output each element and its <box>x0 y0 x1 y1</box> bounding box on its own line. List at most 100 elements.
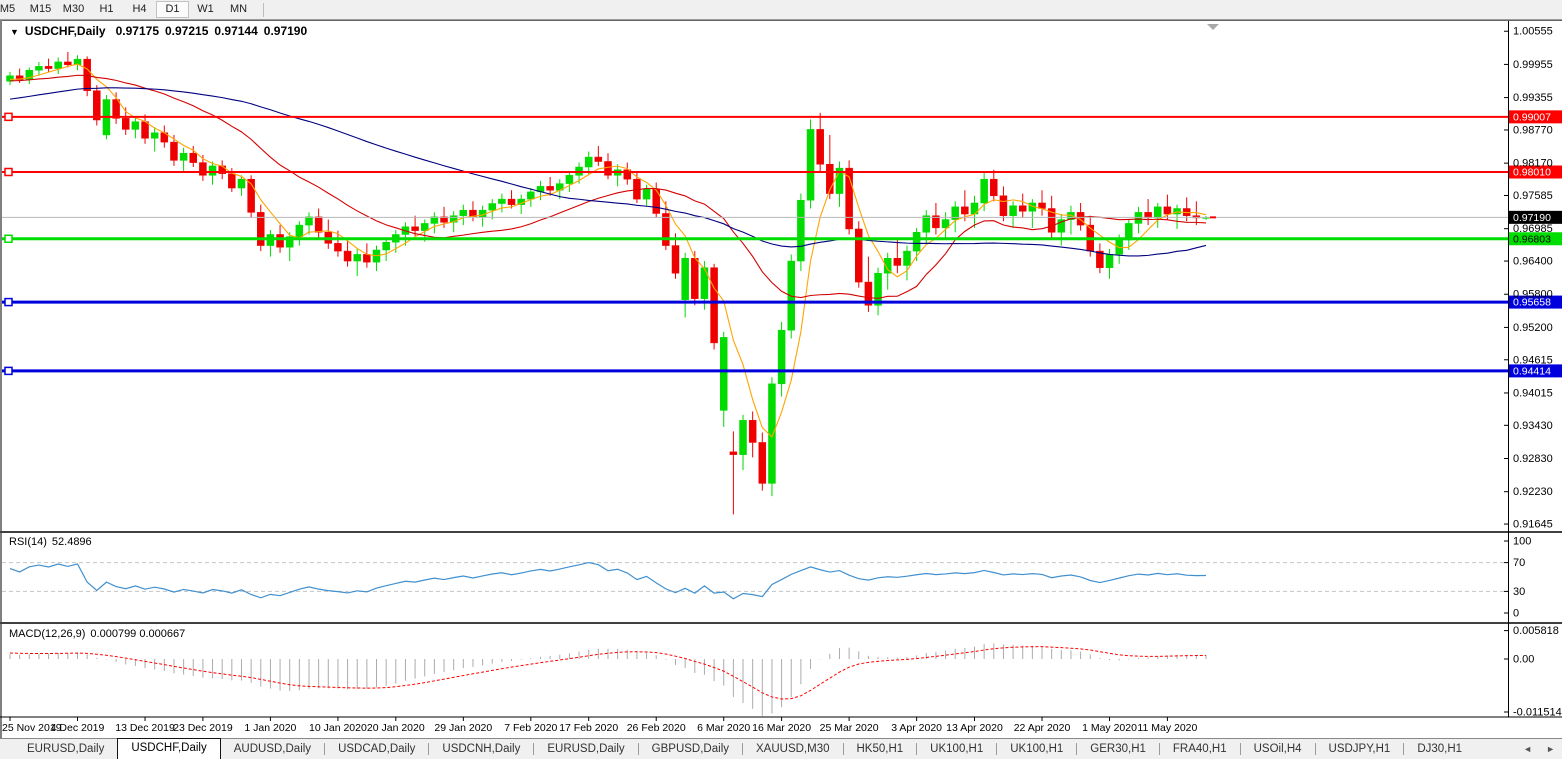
svg-text:1.00555: 1.00555 <box>1513 26 1553 38</box>
timeframe-button-h4[interactable]: H4 <box>132 3 147 15</box>
svg-text:1 Jan 2020: 1 Jan 2020 <box>244 722 296 734</box>
svg-text:10 Jan 2020: 10 Jan 2020 <box>309 722 367 734</box>
tab-separator <box>324 743 326 755</box>
symbol-name: USDCHF,Daily <box>24 24 106 38</box>
svg-text:0.99955: 0.99955 <box>1513 59 1553 71</box>
svg-text:0.91645: 0.91645 <box>1513 519 1553 531</box>
svg-text:0.99007: 0.99007 <box>1513 111 1551 123</box>
timeframe-button-m30[interactable]: M30 <box>62 3 85 15</box>
svg-text:17 Feb 2020: 17 Feb 2020 <box>559 722 618 734</box>
svg-text:25 Mar 2020: 25 Mar 2020 <box>820 722 879 734</box>
hline-handle-0.95658[interactable] <box>4 297 13 307</box>
price-badge-0.98010 <box>1509 165 1562 179</box>
quote-close: 0.97190 <box>263 24 308 38</box>
svg-text:70: 70 <box>1513 557 1525 569</box>
svg-text:13 Apr 2020: 13 Apr 2020 <box>946 722 1003 734</box>
svg-text:0.00: 0.00 <box>1513 654 1534 666</box>
hline-handle-0.98010[interactable] <box>4 167 13 177</box>
svg-text:16 Mar 2020: 16 Mar 2020 <box>752 722 811 734</box>
timeframe-button-w1[interactable]: W1 <box>197 3 214 15</box>
tab-separator <box>637 743 639 755</box>
chart-tab-hk50-h1[interactable]: HK50,H1 <box>856 743 904 755</box>
svg-text:22 Apr 2020: 22 Apr 2020 <box>1014 722 1071 734</box>
moving-average-20 <box>9 74 1207 299</box>
svg-text:23 Dec 2019: 23 Dec 2019 <box>173 722 233 734</box>
chart-tab-eurusd-daily[interactable]: EURUSD,Daily <box>27 743 105 755</box>
rsi-indicator-label: RSI(14) 52.4896 <box>9 536 97 548</box>
svg-text:0.98010: 0.98010 <box>1513 166 1551 178</box>
svg-text:0: 0 <box>1513 608 1519 620</box>
price-axis[interactable]: 1.00555 0.99955 0.99355 0.98770 0.98170 0.975… <box>1504 21 1562 719</box>
chart-tab-uk100-h1[interactable]: UK100,H1 <box>930 743 984 755</box>
tabs-scroll-left-button[interactable]: ◄ <box>1523 744 1533 754</box>
chart-canvas[interactable]: 0.99007 0.98010 0.96803 0.95658 0.94414 0.971… <box>0 0 1562 738</box>
svg-text:0.94615: 0.94615 <box>1513 354 1553 366</box>
tab-separator <box>1076 743 1078 755</box>
svg-text:26 Feb 2020: 26 Feb 2020 <box>627 722 686 734</box>
price-badge-0.94414 <box>1509 364 1562 378</box>
svg-text:-0.011514: -0.011514 <box>1513 707 1562 719</box>
chart-tab-gbpusd-daily[interactable]: GBPUSD,Daily <box>651 743 729 755</box>
svg-text:0.96985: 0.96985 <box>1513 223 1553 235</box>
quote-high: 0.97215 <box>165 24 209 38</box>
svg-text:11 May 2020: 11 May 2020 <box>1137 722 1197 734</box>
chart-tab-usdcad-daily[interactable]: USDCAD,Daily <box>338 743 416 755</box>
window-left-border <box>0 20 2 738</box>
tab-separator <box>533 743 535 755</box>
chart-tab-audusd-daily[interactable]: AUDUSD,Daily <box>233 743 312 755</box>
svg-text:0.99355: 0.99355 <box>1513 92 1553 104</box>
chart-tab-usoil-h4[interactable]: USOil,H4 <box>1253 743 1302 755</box>
svg-text:7 Feb 2020: 7 Feb 2020 <box>504 722 557 734</box>
svg-text:0.93430: 0.93430 <box>1513 420 1553 432</box>
chart-shift-marker-icon[interactable] <box>1207 24 1219 30</box>
timeframe-button-mn[interactable]: MN <box>229 3 248 15</box>
svg-text:0.94414: 0.94414 <box>1513 365 1551 377</box>
timeframe-button-h1[interactable]: H1 <box>99 3 114 15</box>
svg-text:100: 100 <box>1513 536 1531 548</box>
svg-text:0.98770: 0.98770 <box>1513 124 1553 136</box>
hline-handle-0.99007[interactable] <box>4 112 13 122</box>
svg-text:0.95200: 0.95200 <box>1513 322 1553 334</box>
chart-tab-ger30-h1[interactable]: GER30,H1 <box>1090 743 1146 755</box>
hline-handle-0.94414[interactable] <box>4 366 13 376</box>
timeframe-button-m5[interactable]: M5 <box>0 3 16 15</box>
svg-text:0.95658: 0.95658 <box>1513 297 1551 309</box>
price-badge-0.95658 <box>1509 295 1562 309</box>
chart-tab-eurusd-daily[interactable]: EURUSD,Daily <box>547 743 625 755</box>
quote-low: 0.97144 <box>214 24 258 38</box>
tab-separator <box>1239 743 1241 755</box>
chart-tab-uk100-h1[interactable]: UK100,H1 <box>1010 743 1064 755</box>
svg-text:29 Jan 2020: 29 Jan 2020 <box>434 722 492 734</box>
symbol-dropdown-icon[interactable]: ▼ <box>10 27 19 37</box>
timeframe-button-d1[interactable]: D1 <box>156 1 189 18</box>
panel-divider-rsi[interactable] <box>0 531 1562 533</box>
svg-text:0.96400: 0.96400 <box>1513 256 1553 268</box>
tab-separator <box>742 743 743 755</box>
tab-separator <box>1158 743 1160 755</box>
chart-tab-fra40-h1[interactable]: FRA40,H1 <box>1172 743 1227 755</box>
chart-tab-dj30-h1[interactable]: DJ30,H1 <box>1417 743 1463 755</box>
chart-tabs-bar: EURUSD,Daily USDCHF,Daily AUDUSD,Daily USDC… <box>0 738 1562 759</box>
chart-tab-usdcnh-daily[interactable]: USDCNH,Daily <box>442 743 521 755</box>
tabs-scroll-right-button[interactable]: ► <box>1546 744 1555 754</box>
tab-separator <box>996 743 998 755</box>
tab-separator <box>1403 743 1405 755</box>
rsi-pane <box>2 561 1508 600</box>
panel-divider-macd[interactable] <box>0 622 1562 624</box>
macd-values: 0.000799 0.000667 <box>90 628 186 640</box>
svg-text:6 Mar 2020: 6 Mar 2020 <box>697 722 750 734</box>
tab-separator <box>916 743 918 755</box>
svg-text:0.94015: 0.94015 <box>1513 387 1553 399</box>
timeframe-button-m15[interactable]: M15 <box>29 3 52 15</box>
timeframe-toolbar: M5 M15 M30 H1 H4 D1 W1 MN <box>0 0 1562 20</box>
svg-text:30: 30 <box>1513 586 1525 598</box>
svg-text:4 Dec 2019: 4 Dec 2019 <box>51 722 105 734</box>
moving-average-50 <box>9 87 1207 257</box>
chart-tab-xauusd-m30[interactable]: XAUUSD,M30 <box>756 743 830 755</box>
rsi-line <box>9 561 1206 600</box>
chart-tab-usdchf-daily[interactable]: USDCHF,Daily <box>117 738 221 759</box>
hline-handle-0.96803[interactable] <box>4 234 13 244</box>
chart-tab-usdjpy-h1[interactable]: USDJPY,H1 <box>1328 743 1391 755</box>
